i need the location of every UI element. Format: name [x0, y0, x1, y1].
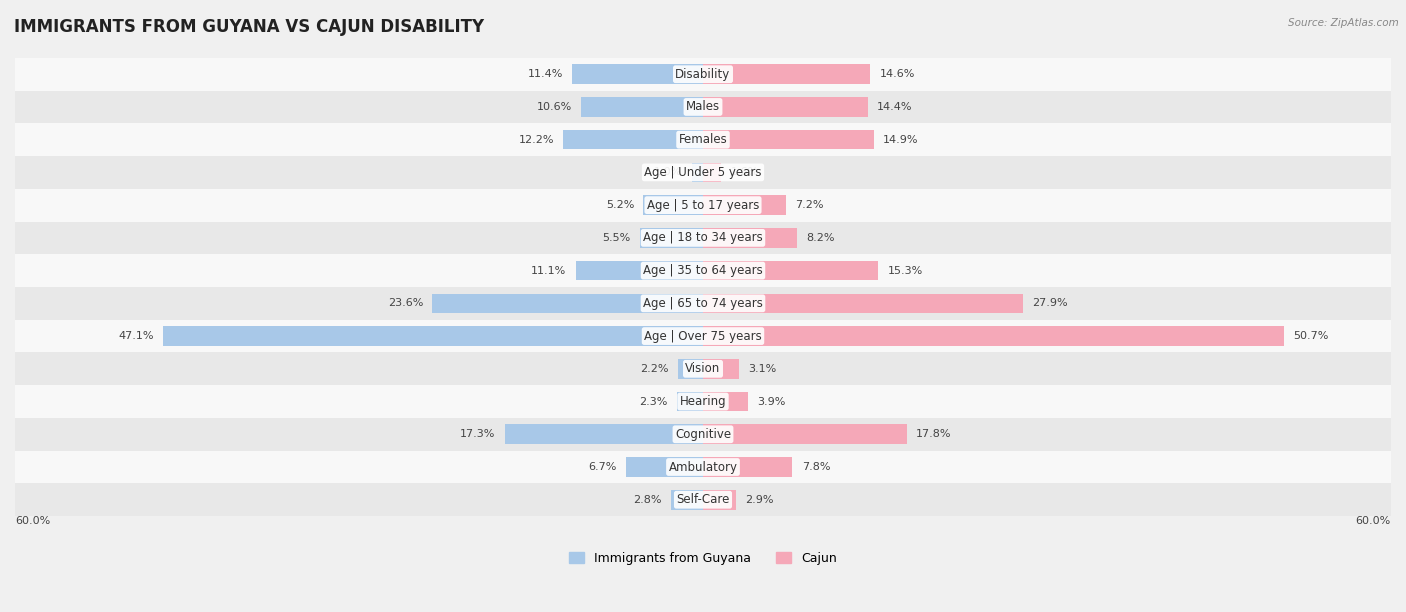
Text: 2.3%: 2.3% [640, 397, 668, 406]
Text: 5.5%: 5.5% [603, 233, 631, 243]
Text: Age | 5 to 17 years: Age | 5 to 17 years [647, 199, 759, 212]
Bar [703, 130, 875, 149]
Bar [572, 64, 703, 84]
Bar [15, 385, 1391, 418]
Text: 17.8%: 17.8% [917, 429, 952, 439]
Bar [15, 483, 1391, 516]
Bar [703, 326, 1284, 346]
Bar [703, 425, 907, 444]
Bar [15, 319, 1391, 353]
Bar [15, 222, 1391, 254]
Bar [15, 287, 1391, 319]
Text: Ambulatory: Ambulatory [668, 460, 738, 474]
Bar [15, 450, 1391, 483]
Bar [15, 188, 1391, 222]
Text: 7.2%: 7.2% [794, 200, 824, 210]
Bar [703, 228, 797, 248]
Text: 50.7%: 50.7% [1294, 331, 1329, 341]
Text: Females: Females [679, 133, 727, 146]
Bar [15, 91, 1391, 123]
Text: Disability: Disability [675, 68, 731, 81]
Bar [15, 254, 1391, 287]
Text: 8.2%: 8.2% [806, 233, 835, 243]
Bar [15, 418, 1391, 450]
Text: 17.3%: 17.3% [460, 429, 495, 439]
Text: 27.9%: 27.9% [1032, 298, 1067, 308]
Bar [671, 490, 703, 510]
Bar [692, 163, 703, 182]
Bar [703, 97, 868, 117]
Text: 1.6%: 1.6% [731, 168, 759, 177]
Text: 23.6%: 23.6% [388, 298, 423, 308]
Text: 60.0%: 60.0% [15, 516, 51, 526]
Text: 11.4%: 11.4% [527, 69, 564, 79]
Text: Age | 18 to 34 years: Age | 18 to 34 years [643, 231, 763, 244]
Text: 3.9%: 3.9% [756, 397, 786, 406]
Bar [703, 359, 738, 379]
Text: 2.9%: 2.9% [745, 494, 773, 505]
Text: Source: ZipAtlas.com: Source: ZipAtlas.com [1288, 18, 1399, 28]
Bar [582, 97, 703, 117]
Bar [703, 490, 737, 510]
Bar [564, 130, 703, 149]
Bar [678, 359, 703, 379]
Text: 11.1%: 11.1% [531, 266, 567, 275]
Text: Age | Under 5 years: Age | Under 5 years [644, 166, 762, 179]
Text: Vision: Vision [685, 362, 721, 375]
Text: Age | Over 75 years: Age | Over 75 years [644, 330, 762, 343]
Text: Males: Males [686, 100, 720, 113]
Bar [644, 195, 703, 215]
Legend: Immigrants from Guyana, Cajun: Immigrants from Guyana, Cajun [569, 552, 837, 565]
Text: 7.8%: 7.8% [801, 462, 830, 472]
Bar [703, 457, 793, 477]
Text: IMMIGRANTS FROM GUYANA VS CAJUN DISABILITY: IMMIGRANTS FROM GUYANA VS CAJUN DISABILI… [14, 18, 484, 36]
Text: 2.8%: 2.8% [633, 494, 662, 505]
Bar [703, 195, 786, 215]
Bar [15, 353, 1391, 385]
Bar [640, 228, 703, 248]
Bar [703, 64, 870, 84]
Bar [676, 392, 703, 411]
Text: 14.9%: 14.9% [883, 135, 918, 144]
Text: Age | 65 to 74 years: Age | 65 to 74 years [643, 297, 763, 310]
Text: 5.2%: 5.2% [606, 200, 634, 210]
Bar [15, 123, 1391, 156]
Text: 14.4%: 14.4% [877, 102, 912, 112]
Bar [703, 261, 879, 280]
Bar [15, 156, 1391, 188]
Text: 2.2%: 2.2% [640, 364, 669, 374]
Text: 1.0%: 1.0% [654, 168, 682, 177]
Bar [703, 163, 721, 182]
Text: 3.1%: 3.1% [748, 364, 776, 374]
Text: Hearing: Hearing [679, 395, 727, 408]
Text: 47.1%: 47.1% [118, 331, 153, 341]
Bar [15, 58, 1391, 91]
Bar [575, 261, 703, 280]
Text: 15.3%: 15.3% [887, 266, 922, 275]
Bar [703, 294, 1024, 313]
Text: 60.0%: 60.0% [1355, 516, 1391, 526]
Text: Cognitive: Cognitive [675, 428, 731, 441]
Bar [163, 326, 703, 346]
Bar [703, 392, 748, 411]
Text: 14.6%: 14.6% [880, 69, 915, 79]
Bar [505, 425, 703, 444]
Text: 10.6%: 10.6% [537, 102, 572, 112]
Text: Self-Care: Self-Care [676, 493, 730, 506]
Bar [626, 457, 703, 477]
Text: 12.2%: 12.2% [519, 135, 554, 144]
Text: 6.7%: 6.7% [589, 462, 617, 472]
Text: Age | 35 to 64 years: Age | 35 to 64 years [643, 264, 763, 277]
Bar [433, 294, 703, 313]
